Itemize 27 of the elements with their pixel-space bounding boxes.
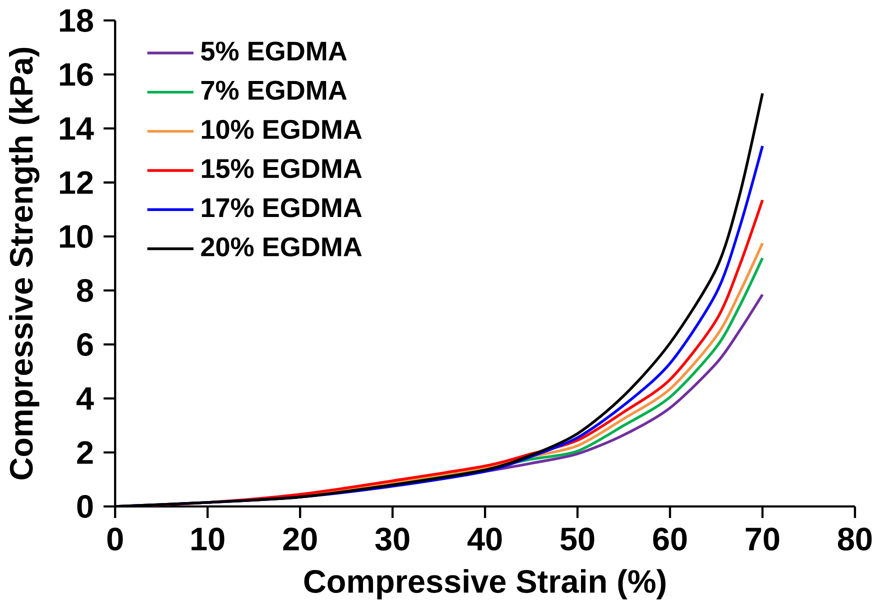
legend-label: 15% EGDMA bbox=[202, 158, 362, 178]
y-axis-title: Compressive Strength (kPa) bbox=[9, 48, 40, 480]
x-tick-label: 60 bbox=[653, 527, 687, 550]
x-tick-label: 20 bbox=[283, 527, 317, 550]
y-tick-label: 18 bbox=[60, 8, 94, 32]
x-tick-label: 10 bbox=[192, 527, 224, 550]
legend-label: 5% EGDMA bbox=[201, 41, 347, 60]
y-tick-label: 16 bbox=[60, 62, 93, 86]
x-tick-label: 30 bbox=[375, 527, 410, 550]
y-tick-label: 8 bbox=[77, 278, 94, 302]
x-tick-label: 70 bbox=[746, 527, 780, 550]
y-tick-label: 6 bbox=[77, 332, 93, 356]
x-tick-label: 40 bbox=[468, 527, 502, 550]
legend-label: 17% EGDMA bbox=[202, 198, 362, 218]
y-tick-label: 0 bbox=[77, 494, 93, 518]
y-tick-label: 4 bbox=[76, 387, 94, 410]
y-tick-label: 14 bbox=[60, 117, 94, 140]
legend-label: 10% EGDMA bbox=[202, 120, 362, 139]
x-tick-label: 50 bbox=[560, 527, 594, 550]
y-tick-label: 2 bbox=[77, 440, 93, 464]
x-axis-title: Compressive Strain (%) bbox=[304, 568, 666, 600]
y-tick-label: 10 bbox=[60, 224, 93, 248]
legend-label: 20% EGDMA bbox=[201, 237, 362, 256]
legend-label: 7% EGDMA bbox=[201, 80, 347, 100]
y-tick-label: 12 bbox=[60, 170, 93, 194]
x-tick-label: 0 bbox=[107, 527, 123, 550]
x-tick-label: 80 bbox=[838, 527, 872, 550]
